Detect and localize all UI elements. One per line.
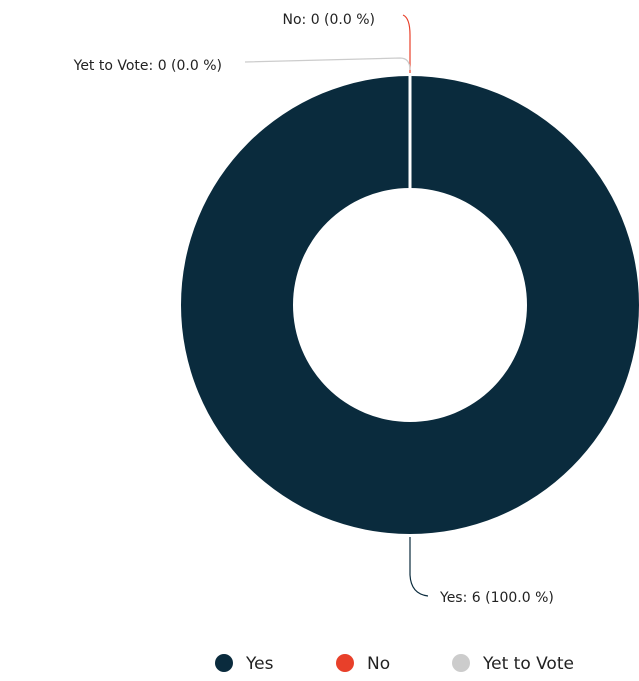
data-label: No: 0 (0.0 %) [282,12,375,28]
donut-slice [181,76,639,534]
data-label: Yes: 6 (100.0 %) [439,590,554,606]
legend-swatch [215,654,233,672]
leader-line [402,14,411,73]
leader-line [409,537,429,597]
leader-line [244,57,411,71]
legend-label: Yes [245,654,274,674]
legend-swatch [452,654,470,672]
legend-swatch [336,654,354,672]
legend-label: No [367,654,390,674]
data-label: Yet to Vote: 0 (0.0 %) [73,58,222,74]
legend-label: Yet to Vote [482,654,574,674]
